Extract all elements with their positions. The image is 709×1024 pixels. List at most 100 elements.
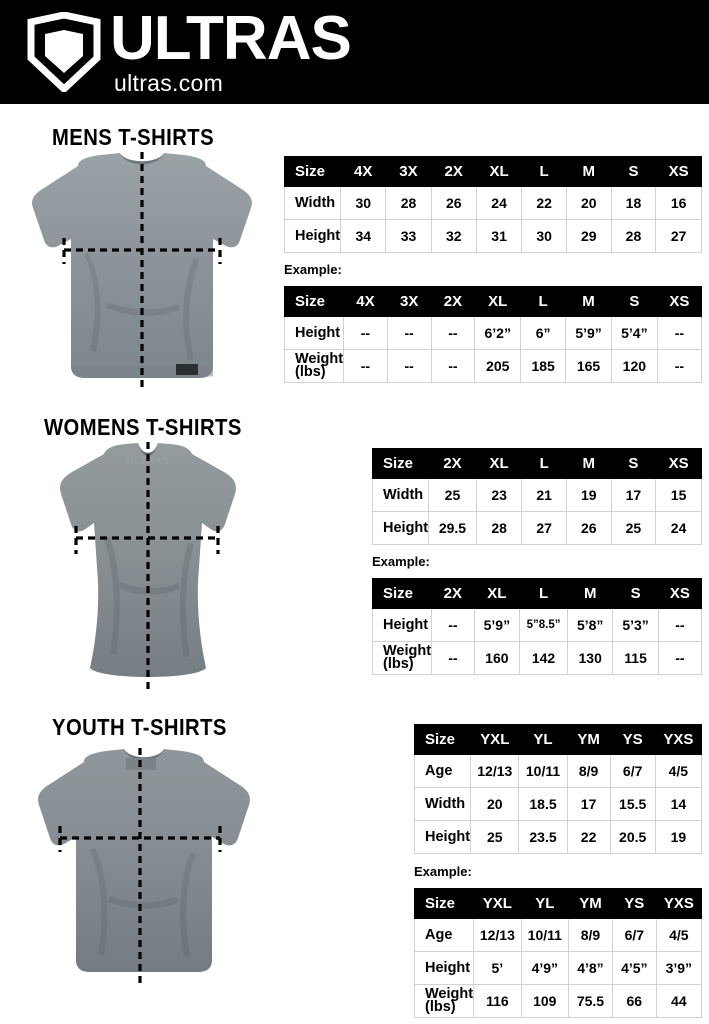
table-cell: 4’9” (520, 951, 569, 985)
table-row: Height -- 5’9” 5”8.5” 5’8” 5’3” -- (371, 608, 703, 642)
table-cell: 4/5 (655, 918, 703, 952)
column-header-xs: XS (657, 578, 703, 609)
table-cell: 24 (655, 511, 702, 545)
column-header-4x: 4X (340, 156, 387, 187)
table-cell: -- (386, 349, 432, 383)
column-header-yxl: YXL (473, 888, 522, 919)
row-header: Height (283, 219, 342, 253)
table-row: Width 30 28 26 24 22 20 18 16 (283, 186, 702, 220)
table-row: Age 12/13 10/11 8/9 6/7 4/5 (413, 918, 703, 952)
table-cell: 29 (565, 219, 612, 253)
column-header-l: L (521, 156, 567, 187)
section-title-youth: YOUTH T-SHIRTS (52, 714, 227, 740)
table-cell: 34 (340, 219, 387, 253)
column-header-ys: YS (611, 888, 657, 919)
column-header-size: Size (413, 724, 472, 755)
table-cell: 29.5 (428, 511, 477, 545)
column-header-size: Size (413, 888, 475, 919)
column-header-l: L (519, 578, 568, 609)
table-cell: 75.5 (567, 984, 613, 1018)
table-cell: 5’9” (565, 316, 612, 350)
table-cell: 28 (385, 186, 432, 220)
row-header: Width (413, 787, 472, 821)
table-cell: 17 (566, 787, 611, 821)
table-cell: 115 (612, 641, 659, 675)
table-cell: 3’9” (655, 951, 703, 985)
table-row: Width 25 23 21 19 17 15 (371, 478, 702, 512)
mens-tshirt-diagram (8, 152, 276, 397)
youth-example-label: Example: (414, 864, 472, 879)
table-cell: 4’8” (567, 951, 613, 985)
table-cell: 44 (655, 984, 703, 1018)
table-cell: 28 (475, 511, 523, 545)
column-header-xl: XL (475, 448, 523, 479)
brand-header: ULTRAS ultras.com (0, 0, 709, 104)
shield-icon (24, 11, 104, 94)
row-header: Height (371, 511, 430, 545)
table-cell: 27 (521, 511, 567, 545)
column-header-yxs: YXS (654, 724, 703, 755)
column-header-size: Size (283, 156, 342, 187)
table-cell: 30 (340, 186, 387, 220)
table-cell: 15 (655, 478, 702, 512)
table-cell: 205 (474, 349, 522, 383)
table-cell: 4/5 (654, 754, 703, 788)
table-cell: 165 (565, 349, 612, 383)
column-header-ym: YM (567, 888, 613, 919)
table-cell: 18 (610, 186, 657, 220)
table-cell: 23.5 (518, 820, 568, 854)
column-header-xl: XL (474, 286, 522, 317)
table-cell: 4’5” (611, 951, 657, 985)
table-cell: -- (386, 316, 432, 350)
mens-measure-table: Size 4X 3X 2X XL L M S XS Width 30 28 26 24 22 20 18 16 He… (283, 156, 702, 253)
row-header: Height (371, 608, 433, 642)
table-cell: 12/13 (473, 918, 522, 952)
mens-example-table: Size 4X 3X 2X XL L M S XS Height -- -- -- 6’2” 6” 5’9” 5… (283, 286, 703, 383)
table-cell: 10/11 (520, 918, 569, 952)
womens-tshirt-diagram: ULTRAS (28, 442, 268, 697)
table-cell: 109 (520, 984, 569, 1018)
column-header-2x: 2X (430, 156, 477, 187)
brand-name: ULTRAS (110, 4, 352, 73)
table-cell: 30 (521, 219, 567, 253)
column-header-size: Size (283, 286, 345, 317)
table-cell: 23 (475, 478, 523, 512)
table-row: Height 25 23.5 22 20.5 19 (413, 820, 703, 854)
table-cell: 22 (521, 186, 567, 220)
table-cell: 21 (521, 478, 567, 512)
table-cell: 16 (655, 186, 702, 220)
column-header-4x: 4X (343, 286, 388, 317)
table-cell: -- (657, 608, 703, 642)
table-cell: -- (431, 641, 475, 675)
row-header: Weight (lbs) (413, 984, 475, 1018)
table-cell: -- (656, 349, 703, 383)
column-header-ym: YM (566, 724, 611, 755)
column-header-size: Size (371, 578, 433, 609)
table-cell: 5’3” (612, 608, 659, 642)
column-header-3x: 3X (385, 156, 432, 187)
womens-example-label: Example: (372, 554, 430, 569)
row-header: Height (413, 951, 475, 985)
table-cell: 33 (385, 219, 432, 253)
table-cell: 130 (566, 641, 614, 675)
table-cell: 160 (473, 641, 521, 675)
table-row: Weight (lbs) -- -- -- 205 185 165 120 -- (283, 349, 703, 383)
table-cell: 5”8.5” (519, 608, 568, 642)
table-cell: 25 (470, 820, 520, 854)
column-header-m: M (565, 156, 612, 187)
column-header-s: S (610, 448, 657, 479)
table-cell: -- (656, 316, 703, 350)
womens-example-table: Size 2X XL L M S XS Height -- 5’9” 5”8.5” 5’8” 5’3” -… (371, 578, 703, 675)
row-header: Weight (lbs) (283, 349, 345, 383)
table-cell: -- (343, 316, 388, 350)
table-cell: 14 (654, 787, 703, 821)
youth-measure-table: Size YXL YL YM YS YXS Age 12/13 10/11 8/9 6/7 4/5 Wi… (413, 724, 703, 854)
column-header-2x: 2X (430, 286, 476, 317)
row-header: Width (371, 478, 430, 512)
table-row: Age 12/13 10/11 8/9 6/7 4/5 (413, 754, 703, 788)
table-cell: 120 (610, 349, 658, 383)
table-row: Weight (lbs) -- 160 142 130 115 -- (371, 641, 703, 675)
youth-example-table: Size YXL YL YM YS YXS Age 12/13 10/11 8/9 6/7 4/5 He… (413, 888, 703, 1018)
column-header-s: S (610, 286, 658, 317)
table-cell: 27 (655, 219, 702, 253)
